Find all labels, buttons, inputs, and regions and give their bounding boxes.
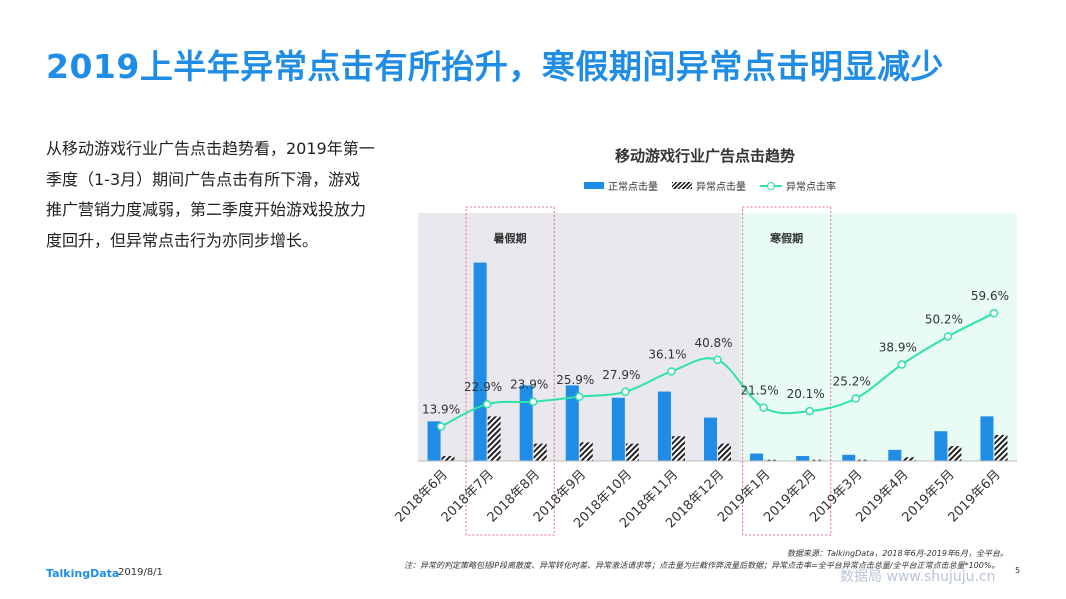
rate-point-3 [575, 392, 584, 402]
rate-point-10 [897, 360, 907, 369]
rate-point-7 [759, 403, 768, 412]
chart-title: 移动游戏行业广告点击趋势 [614, 147, 795, 165]
rate-label-12: 59.6% [971, 289, 1009, 303]
rate-point-1 [482, 399, 492, 409]
legend-label-abnormal: 异常点击量 [696, 182, 746, 193]
legend-label-rate: 异常点击率 [786, 182, 836, 193]
rate-point-2 [528, 397, 538, 406]
report-date: 2019/8/1 [118, 567, 163, 578]
bar-normal-10 [888, 449, 902, 461]
rate-label-3: 25.9% [556, 373, 594, 387]
bar-normal-3 [565, 385, 579, 461]
bar-abnormal-1 [487, 416, 501, 461]
bar-abnormal-0 [441, 456, 455, 461]
period-box-1 [742, 206, 832, 536]
description-text: 从移动游戏行业广告点击趋势看，2019年第一季度（1-3月）期间广告点击有所下滑… [46, 139, 375, 250]
legend-item-rate: 异常点击率 [760, 178, 836, 193]
bg-2018 [418, 213, 741, 461]
rate-label-4: 27.9% [602, 368, 640, 382]
period-label-0: 暑假期 [494, 231, 527, 245]
bar-abnormal-9 [856, 459, 870, 461]
bar-normal-2 [519, 385, 533, 461]
rate-point-9 [851, 394, 860, 403]
bar-abnormal-3 [579, 442, 593, 461]
brand-logo: TalkingData [46, 567, 120, 580]
rate-point-5 [667, 367, 676, 376]
period-box-0 [465, 206, 555, 536]
rate-label-0: 13.9% [422, 403, 460, 417]
legend-swatch-abnormal [672, 182, 692, 189]
bar-abnormal-2 [533, 443, 547, 461]
rate-point-0 [436, 422, 446, 431]
rate-label-1: 22.9% [464, 380, 502, 394]
data-source: 数据来源：TalkingData，2018年6月-2019年6月，全平台。 [786, 549, 1008, 558]
bar-abnormal-11 [948, 446, 962, 461]
bar-abnormal-6 [718, 443, 731, 461]
bar-abnormal-7 [764, 459, 778, 461]
bar-abnormal-12 [994, 434, 1008, 461]
rate-label-6: 40.8% [694, 336, 732, 350]
watermark: 数据局 www.shujuju.cn [840, 569, 996, 585]
period-label-1: 寒假期 [769, 231, 803, 245]
rate-label-9: 25.2% [833, 375, 871, 389]
rate-label-10: 38.9% [879, 341, 917, 355]
rate-point-8 [805, 406, 814, 416]
rate-point-12 [989, 308, 999, 318]
bar-normal-4 [611, 397, 625, 461]
rate-point-6 [713, 355, 722, 365]
legend-swatch-normal [584, 182, 604, 189]
bar-normal-6 [704, 417, 717, 461]
bar-abnormal-4 [625, 443, 639, 461]
footnote: 注：异常的判定策略包括IP段离散度、异常转化时差、异常激活请求等；点击量为拦截作… [404, 561, 1000, 570]
page-number: 5 [1015, 566, 1021, 575]
page-title: 2019上半年异常点击有所抬升，寒假期间异常点击明显减少 [46, 47, 944, 86]
rate-label-7: 21.5% [741, 384, 779, 398]
bar-normal-0 [427, 421, 441, 461]
rate-label-5: 36.1% [648, 347, 686, 361]
rate-point-11 [943, 332, 953, 341]
bar-normal-1 [473, 262, 487, 461]
bg-2019 [740, 213, 1017, 461]
chart-legend: 正常点击量 异常点击量 异常点击率 [570, 178, 850, 193]
bar-normal-8 [796, 456, 810, 461]
legend-item-normal: 正常点击量 [584, 178, 658, 193]
rate-label-2: 23.9% [510, 378, 548, 392]
bar-normal-7 [750, 453, 764, 461]
bar-normal-12 [980, 416, 994, 461]
bar-normal-5 [657, 391, 671, 461]
bar-abnormal-8 [810, 459, 824, 461]
legend-label-normal: 正常点击量 [608, 182, 658, 193]
legend-swatch-rate [760, 181, 782, 191]
bar-normal-9 [842, 454, 856, 461]
rate-label-8: 20.1% [787, 387, 825, 401]
bar-abnormal-5 [671, 436, 685, 461]
rate-point-4 [621, 387, 630, 397]
legend-item-abnormal: 异常点击量 [672, 178, 746, 193]
bar-normal-11 [934, 431, 948, 461]
bar-abnormal-10 [902, 457, 916, 461]
rate-label-11: 50.2% [925, 313, 963, 327]
